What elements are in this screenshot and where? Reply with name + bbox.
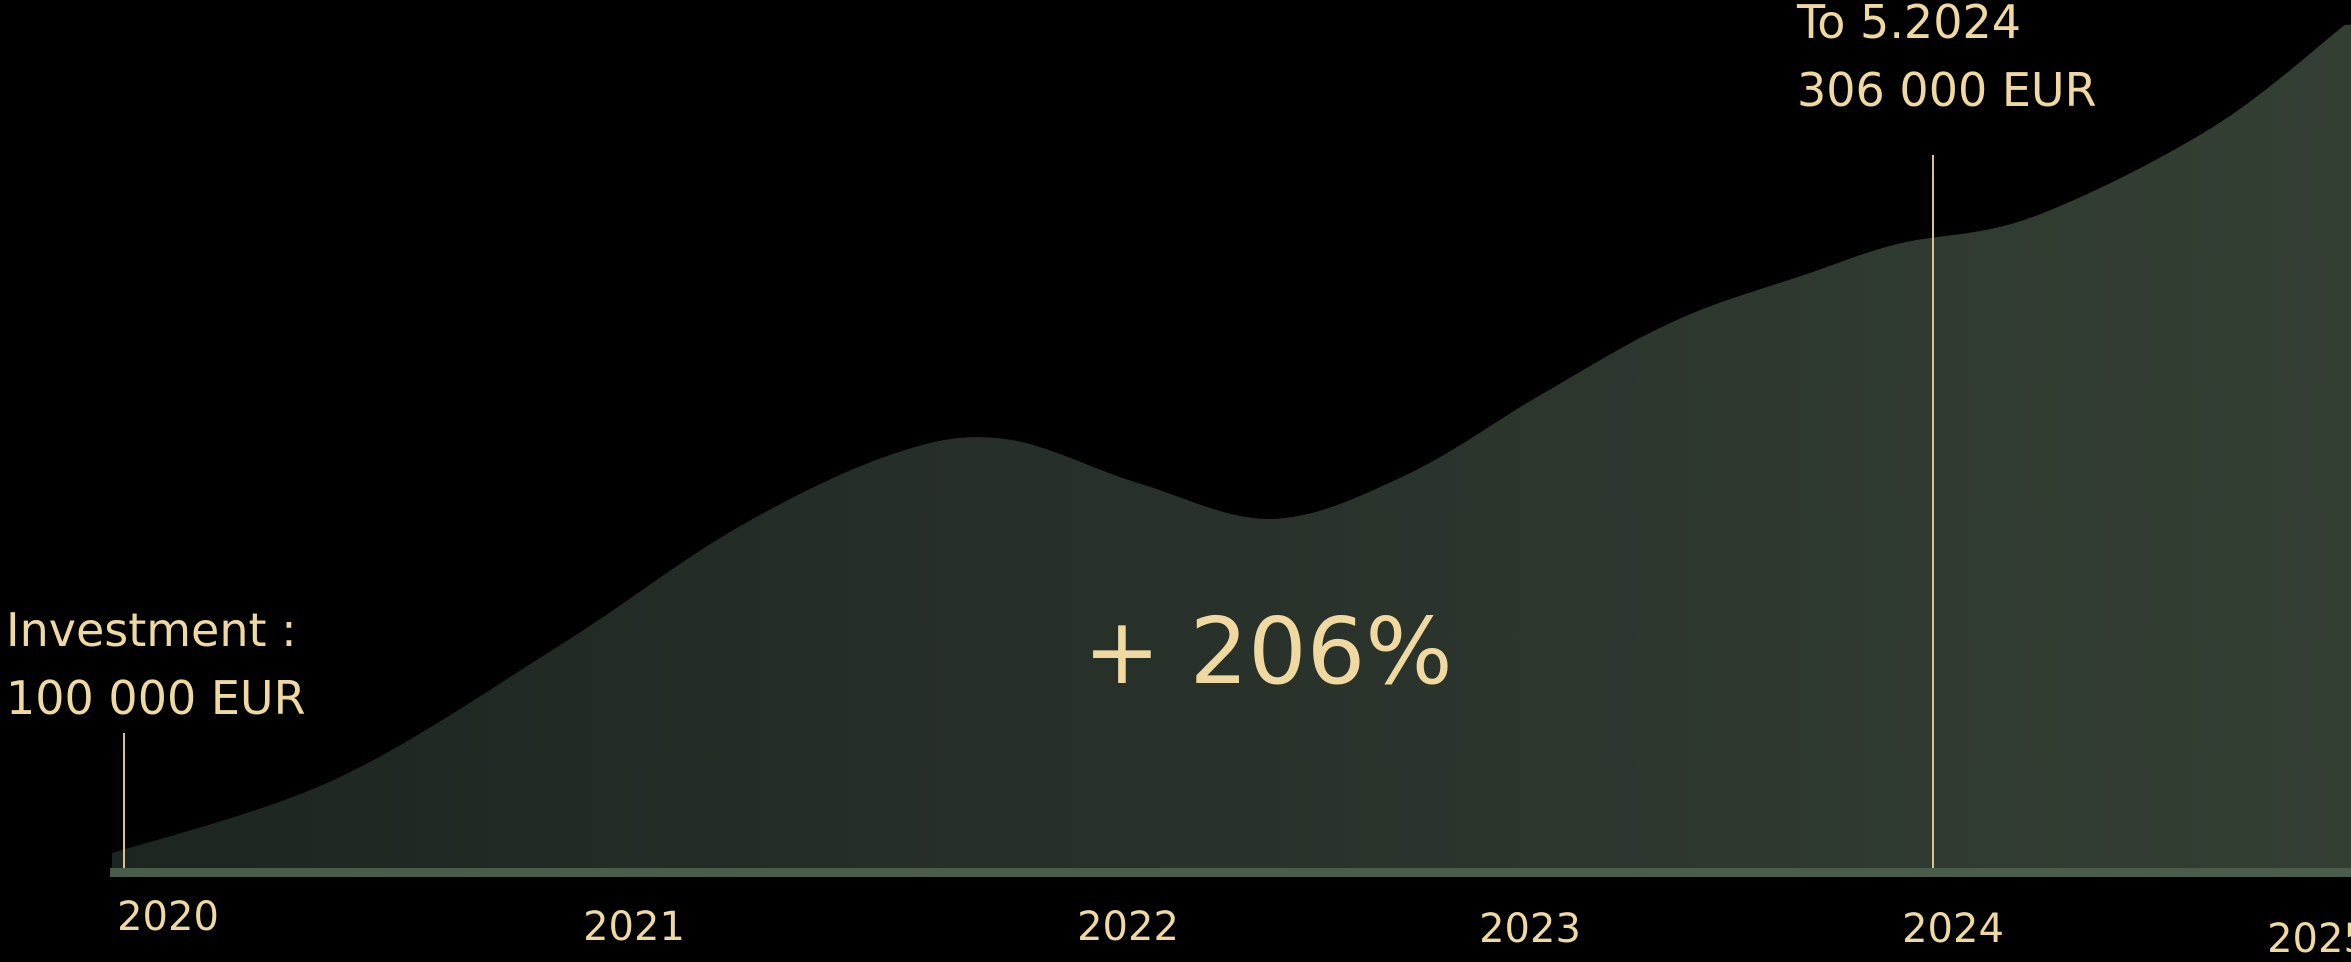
annotation-label-line2: 100 000 EUR [6, 671, 306, 725]
area-layer [112, 24, 2351, 869]
growth-percentage-label: + 206% [1083, 598, 1452, 705]
x-tick-label: 2025 [2267, 916, 2351, 962]
annotation-label-line2: 306 000 EUR [1797, 63, 2097, 117]
annotation-label-line1: To 5.2024 [1796, 0, 2021, 49]
x-axis-baseline [110, 868, 2351, 877]
x-tick-label: 2021 [583, 904, 685, 950]
growth-area [112, 24, 2351, 869]
x-tick-label: 2022 [1077, 904, 1179, 950]
baseline-layer [110, 868, 2351, 877]
text-layer: Investment : 100 000 EUR To 5.2024 306 000 … [6, 0, 2351, 962]
marker-layer [123, 155, 1934, 868]
x-tick-label: 2023 [1479, 906, 1581, 952]
x-tick-label: 2020 [117, 894, 219, 940]
x-tick-label: 2024 [1902, 906, 2004, 952]
annotation-label-line1: Investment : [6, 603, 297, 657]
